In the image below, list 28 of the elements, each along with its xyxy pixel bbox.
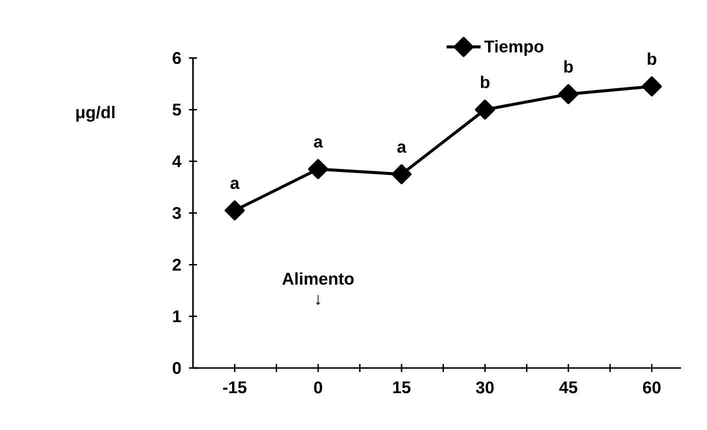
annotation: b <box>480 76 490 88</box>
x-tick-label: 30 <box>476 381 494 394</box>
y-tick-label: 2 <box>172 258 181 271</box>
x-tick-label: 0 <box>314 381 322 394</box>
x-tick-label: 15 <box>393 381 410 394</box>
point <box>392 164 412 184</box>
y-tick-label: 3 <box>172 206 181 220</box>
y-tick-label: 0 <box>172 362 181 374</box>
point <box>308 159 328 180</box>
point <box>642 76 662 96</box>
annotation: a <box>230 180 240 189</box>
point <box>224 200 245 220</box>
annotation: a <box>314 138 323 148</box>
y-tick-label: 6 <box>172 52 181 64</box>
annotation: b <box>648 52 656 65</box>
annotation: b <box>564 60 573 73</box>
annotation: a <box>397 144 406 153</box>
y-tick-label: 1 <box>173 310 182 322</box>
legend-label: Tiempo <box>484 40 544 56</box>
x-tick-label: 60 <box>643 381 661 394</box>
x-tick-label: 45 <box>559 381 578 394</box>
annotation: Alimento ↓ <box>282 272 354 306</box>
x-tick-label: -15 <box>223 381 246 394</box>
point <box>558 84 578 104</box>
y-axis-title: μg/dl <box>76 106 114 122</box>
y-tick-label: 5 <box>172 104 182 116</box>
y-tick-label: 4 <box>172 156 182 168</box>
point <box>475 100 495 120</box>
